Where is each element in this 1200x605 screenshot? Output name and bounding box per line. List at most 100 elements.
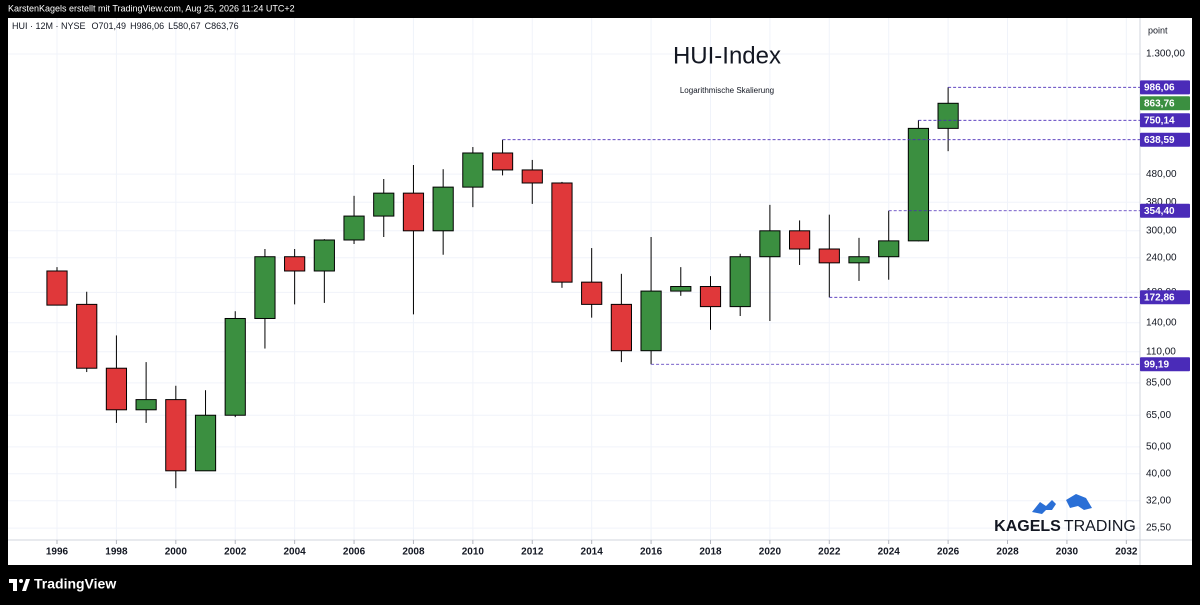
bull-icon [1032, 500, 1056, 514]
ohlc-key: H [130, 21, 137, 31]
candle-body [402, 192, 425, 232]
candle-body [907, 127, 930, 242]
candle-body [759, 230, 781, 258]
y-tick-label: 380,00 [1146, 197, 1177, 208]
y-tick-label: 1.300,00 [1146, 49, 1185, 60]
candle-body [491, 152, 514, 171]
x-tick-label: 1996 [46, 547, 69, 558]
x-tick-label: 2032 [1115, 547, 1138, 558]
x-tick-label: 2020 [759, 547, 782, 558]
x-tick-label: 2004 [284, 547, 307, 558]
candle-body [105, 367, 128, 411]
candle-body [848, 256, 870, 264]
y-tick-label: 110,00 [1146, 346, 1176, 357]
price-label: 638,59 [1144, 135, 1175, 146]
candle-body [76, 303, 98, 369]
candle-body [462, 152, 484, 188]
candle-body [313, 239, 335, 272]
x-tick-label: 2008 [402, 547, 425, 558]
candle-body [610, 303, 632, 352]
candle-body [521, 169, 543, 184]
x-tick-label: 2002 [224, 547, 247, 558]
candle-body [937, 102, 959, 129]
candle-body [284, 256, 306, 272]
x-tick-label: 2000 [165, 547, 188, 558]
x-tick-label: 2012 [521, 547, 544, 558]
chart-title: HUI-Index [673, 42, 781, 69]
price-label: 354,40 [1144, 206, 1175, 217]
price-label-box [1140, 203, 1190, 218]
y-tick-label: 480,00 [1146, 169, 1177, 180]
x-tick-label: 2016 [640, 547, 663, 558]
candle-body [135, 399, 157, 411]
price-label: 750,14 [1144, 115, 1175, 126]
candles [46, 87, 959, 489]
y-tick-label: 85,00 [1146, 378, 1171, 389]
y-tick-label: 300,00 [1146, 225, 1177, 236]
x-tick-label: 2022 [818, 547, 841, 558]
candle-body [788, 230, 811, 250]
ohlc-value: 863,76 [211, 21, 239, 31]
ohlc-key: C [205, 21, 212, 31]
price-label-box [1140, 132, 1190, 147]
logo-light: TRADING [1064, 518, 1136, 535]
candle-body [670, 286, 692, 292]
candle-body [46, 270, 68, 306]
y-tick-label: 240,00 [1146, 252, 1177, 263]
ohlc-key: L [168, 21, 173, 31]
price-label-box [1140, 96, 1190, 111]
x-tick-label: 2024 [878, 547, 901, 558]
x-tick-label: 2006 [343, 547, 366, 558]
price-label-box [1140, 113, 1190, 128]
symbol: HUI · 12M · NYSE [12, 21, 86, 31]
tv-icon-part [13, 579, 17, 591]
price-label-box [1140, 357, 1190, 372]
logo: KAGELS TRADING [994, 518, 1136, 535]
price-label: 863,76 [1144, 98, 1175, 109]
bear-icon [1066, 494, 1092, 510]
y-unit: point [1148, 25, 1168, 35]
axes: 1.300,00480,00380,00300,00240,00180,0014… [46, 49, 1185, 558]
candle-body [254, 256, 276, 319]
tv-icon-part [19, 579, 23, 583]
y-tick-label: 140,00 [1146, 317, 1177, 328]
footer-logo [9, 579, 30, 591]
y-tick-label: 40,00 [1146, 468, 1171, 479]
x-tick-label: 2014 [581, 547, 604, 558]
candle-body [729, 256, 751, 308]
ohlc-value: 986,06 [137, 21, 165, 31]
price-label: 172,86 [1144, 292, 1175, 303]
tv-icon-part [22, 579, 30, 591]
y-tick-label: 25,50 [1146, 523, 1171, 534]
ohlc-value: 701,49 [99, 21, 127, 31]
x-tick-label: 2018 [699, 547, 722, 558]
ohlc-value: 580,67 [173, 21, 201, 31]
candle-body [165, 399, 187, 472]
candle-body [343, 215, 365, 241]
price-label-box [1140, 80, 1190, 95]
x-tick-label: 2030 [1056, 547, 1079, 558]
candle-body [373, 192, 395, 217]
candle-body [194, 414, 217, 472]
candle-body [818, 248, 840, 264]
price-label-box [1140, 290, 1190, 305]
candle-body [581, 281, 603, 305]
candle-body [432, 186, 454, 232]
price-label: 99,19 [1144, 359, 1169, 370]
y-tick-label: 50,00 [1146, 442, 1171, 453]
x-tick-label: 2010 [462, 547, 485, 558]
x-tick-label: 2028 [996, 547, 1019, 558]
logo-bold: KAGELS [994, 518, 1061, 535]
candle-body [878, 240, 900, 258]
y-tick-label: 65,00 [1146, 410, 1171, 421]
logo-icons [1032, 494, 1092, 514]
header-text: KarstenKagels erstellt mit TradingView.c… [8, 3, 295, 13]
x-tick-label: 2026 [937, 547, 960, 558]
candle-body [640, 290, 662, 352]
y-tick-label: 32,00 [1146, 495, 1171, 506]
price-label: 986,06 [1144, 82, 1175, 93]
x-tick-label: 1998 [105, 547, 128, 558]
ohlc-key: O [92, 21, 99, 31]
candle-body [224, 317, 246, 416]
